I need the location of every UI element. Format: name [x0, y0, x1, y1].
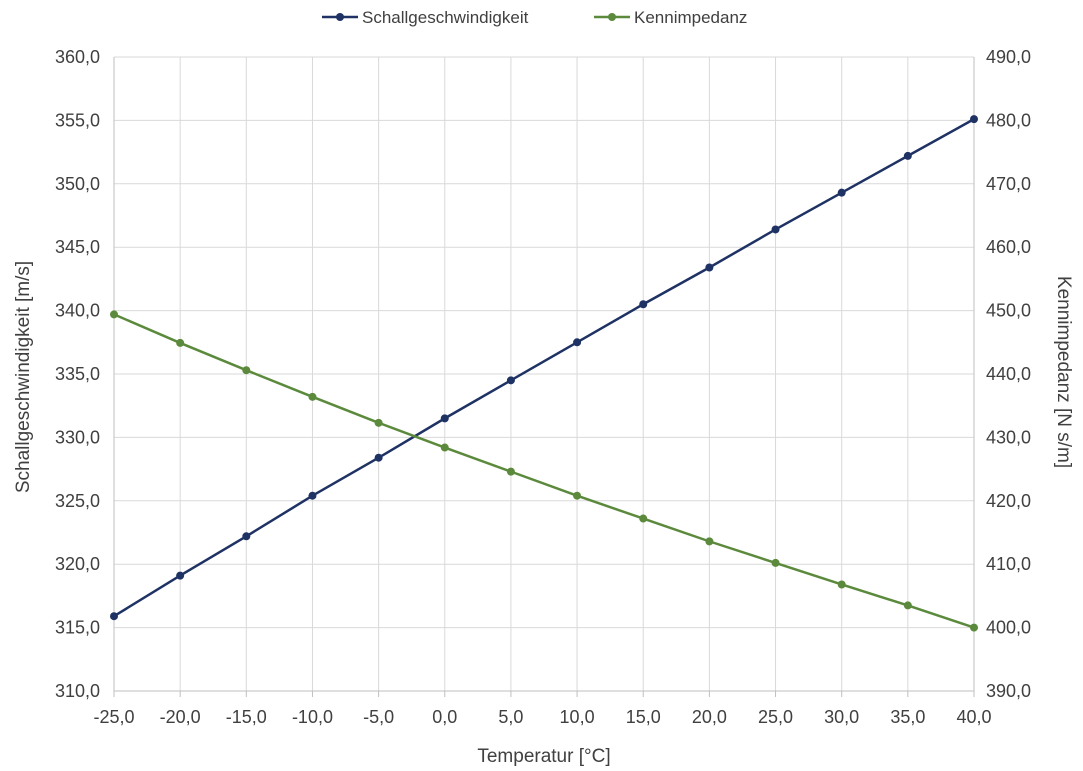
y2-axis-title: Kennimpedanz [N s/m]	[1053, 276, 1074, 468]
x-tick-label: -25,0	[93, 707, 134, 727]
series-1-point	[242, 532, 251, 541]
grid	[113, 56, 975, 692]
series-line-1	[113, 118, 975, 618]
legend-marker-2	[608, 13, 616, 21]
series-1-point	[110, 612, 118, 621]
series-2-point	[440, 443, 449, 452]
x-tick-label: 5,0	[498, 707, 523, 727]
series-2-point	[573, 491, 582, 500]
series-1-point	[837, 188, 846, 197]
series-2-point	[110, 310, 118, 319]
y-tick-label: 350,0	[55, 174, 100, 194]
series-layer	[110, 115, 978, 632]
series-1-point	[771, 225, 780, 234]
series-1-point	[970, 115, 978, 124]
series-1-point	[903, 151, 912, 160]
x-tick-label: 15,0	[626, 707, 661, 727]
series-2-point	[903, 601, 912, 610]
y-tick-label: 310,0	[55, 681, 100, 701]
y-tick-label: 325,0	[55, 491, 100, 511]
x-tick-label: -10,0	[292, 707, 333, 727]
series-2-point	[771, 558, 780, 567]
series-2-point	[837, 580, 846, 589]
y2-tick-label: 430,0	[986, 427, 1031, 447]
y2-tick-label: 490,0	[986, 47, 1031, 67]
series-line-2	[113, 313, 975, 629]
series-1-point	[573, 338, 582, 347]
series-1-point	[308, 491, 317, 500]
legend-label-2: Kennimpedanz	[634, 8, 747, 27]
series-1-point	[440, 414, 449, 423]
series-2-point	[242, 366, 251, 375]
x-tick-label: -20,0	[160, 707, 201, 727]
series-1-point	[176, 571, 185, 580]
tick-labels: -25,0 -20,0 -15,0 -10,0 -5,0 0,0 5,0 10,0 15,0 20…	[55, 47, 1031, 727]
x-tick-label: 0,0	[432, 707, 457, 727]
legend-marker-1	[336, 13, 344, 21]
y2-tick-label: 460,0	[986, 237, 1031, 257]
x-tick-label: 40,0	[956, 707, 991, 727]
y-tick-label: 355,0	[55, 110, 100, 130]
series-2-point	[506, 467, 515, 476]
series-2-point	[176, 338, 185, 347]
series-2-point	[970, 623, 978, 632]
y-tick-label: 345,0	[55, 237, 100, 257]
y-tick-label: 315,0	[55, 618, 100, 638]
y2-tick-label: 410,0	[986, 554, 1031, 574]
y2-tick-label: 420,0	[986, 491, 1031, 511]
x-tick-label: 35,0	[890, 707, 925, 727]
y-tick-label: 360,0	[55, 47, 100, 67]
x-tick-label: 10,0	[560, 707, 595, 727]
x-tick-label: -5,0	[363, 707, 394, 727]
y-tick-label: 335,0	[55, 364, 100, 384]
series-2-point	[705, 537, 714, 546]
legend-label-1: Schallgeschwindigkeit	[362, 8, 529, 27]
series-1-point	[639, 300, 648, 309]
series-1-point	[705, 263, 714, 272]
x-tick-label: 20,0	[692, 707, 727, 727]
x-tick-label: -15,0	[226, 707, 267, 727]
series-1-point	[374, 453, 383, 462]
series-2-point	[639, 514, 648, 523]
y2-tick-label: 400,0	[986, 618, 1031, 638]
y-tick-label: 340,0	[55, 301, 100, 321]
legend: Schallgeschwindigkeit Kennimpedanz	[322, 8, 747, 27]
y2-tick-label: 390,0	[986, 681, 1031, 701]
y-tick-label: 330,0	[55, 427, 100, 447]
y-axis-title: Schallgeschwindigkeit [m/s]	[13, 261, 34, 493]
y2-tick-label: 470,0	[986, 174, 1031, 194]
axes	[113, 57, 975, 697]
series-2-point	[308, 392, 317, 401]
series-2-point	[374, 418, 383, 427]
y2-tick-label: 480,0	[986, 110, 1031, 130]
x-tick-label: 25,0	[758, 707, 793, 727]
series-1-point	[506, 376, 515, 385]
y2-tick-label: 440,0	[986, 364, 1031, 384]
y2-tick-label: 450,0	[986, 301, 1031, 321]
x-tick-label: 30,0	[824, 707, 859, 727]
x-axis-title: Temperatur [°C]	[477, 746, 610, 767]
y-tick-label: 320,0	[55, 554, 100, 574]
